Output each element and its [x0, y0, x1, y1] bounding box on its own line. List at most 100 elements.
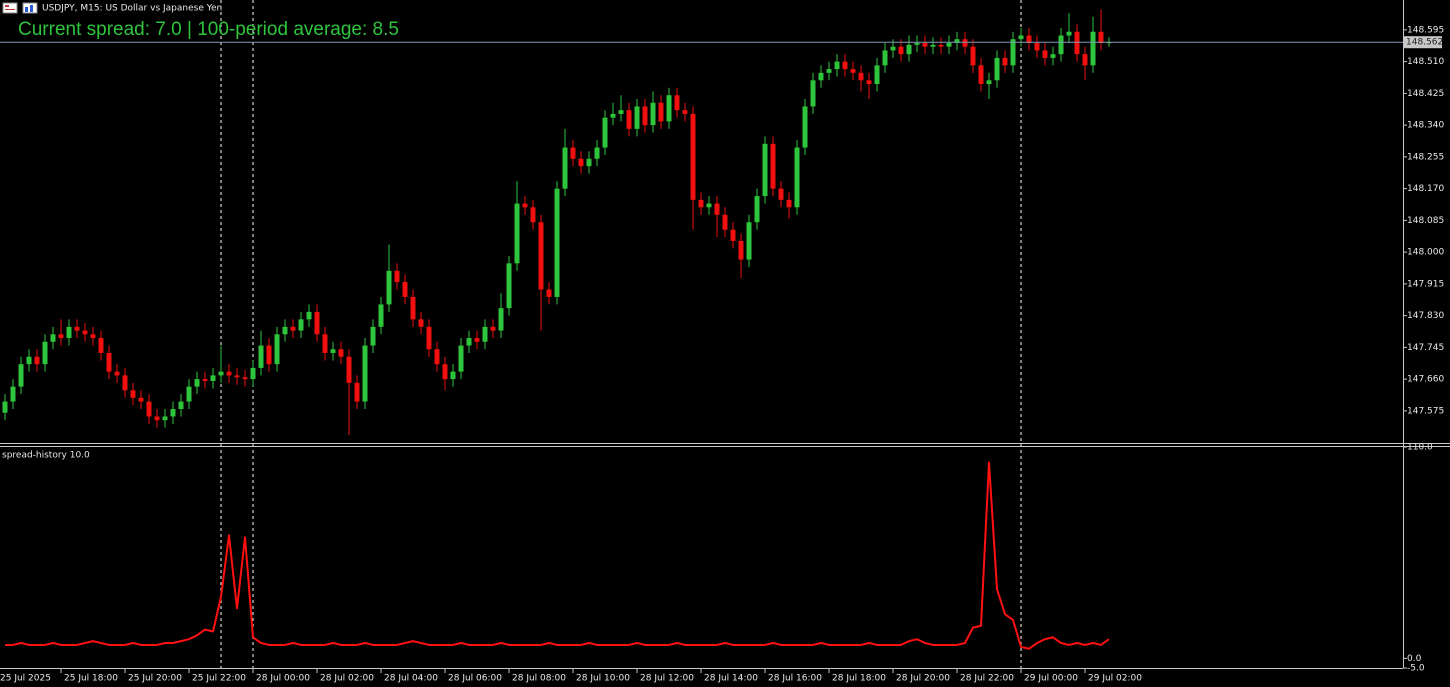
candle-body [194, 379, 200, 387]
candle-body [290, 326, 296, 331]
x-tick-label: 29 Jul 02:00 [1088, 674, 1142, 684]
candle-body [434, 349, 440, 365]
candle-body [650, 102, 656, 126]
candle-body [474, 338, 480, 342]
x-tick-label: 28 Jul 20:00 [896, 674, 950, 684]
last-price-label: 148.562 [1406, 38, 1443, 48]
candle-body [890, 46, 896, 51]
candle-body [818, 72, 824, 81]
symbol-icons [2, 2, 38, 14]
y-tick-label: 147.745 [1407, 343, 1444, 353]
x-tick-label: 28 Jul 16:00 [768, 674, 822, 684]
y-tick-label: 147.830 [1407, 311, 1444, 321]
candle-body [642, 106, 648, 126]
candle-body [938, 44, 944, 47]
y-tick-label: 148.170 [1407, 184, 1444, 194]
x-tick-label: 28 Jul 18:00 [832, 674, 886, 684]
x-tick-label: 28 Jul 12:00 [640, 674, 694, 684]
x-tick-label: 25 Jul 22:00 [192, 674, 246, 684]
candle-body [602, 117, 608, 148]
candle-body [370, 326, 376, 346]
candle-body [746, 222, 752, 260]
candle-body [874, 65, 880, 85]
candle-body [538, 222, 544, 290]
candle-body [386, 270, 392, 305]
candle-body [826, 69, 832, 73]
candle-body [130, 390, 136, 398]
x-tick-label: 25 Jul 20:00 [128, 674, 182, 684]
candle-body [162, 416, 168, 421]
x-tick-label: 25 Jul 2025 [0, 674, 51, 684]
x-tick-label: 28 Jul 22:00 [960, 674, 1014, 684]
candle-body [442, 364, 448, 380]
candle-body [986, 80, 992, 85]
candle-body [458, 345, 464, 372]
y-tick-label: 148.510 [1407, 57, 1444, 67]
candle-body [498, 308, 504, 331]
y-tick-label: 148.255 [1407, 152, 1444, 162]
y-tick-label: 147.915 [1407, 279, 1444, 289]
candle-body [1042, 50, 1048, 58]
candle-body [1010, 39, 1016, 66]
candle-body [834, 61, 840, 70]
candle-body [114, 371, 120, 376]
candle-body [706, 203, 712, 208]
candle-body [546, 289, 552, 297]
candle-body [970, 46, 976, 66]
y-tick-label: 148.425 [1407, 89, 1444, 99]
last-price-box [1404, 36, 1442, 49]
candle-body [346, 356, 352, 383]
candle-body [450, 371, 456, 380]
candle-body [282, 326, 288, 335]
candle-body [338, 349, 344, 357]
candle-body [690, 113, 696, 200]
candle-body [1098, 31, 1104, 43]
candle-body [122, 375, 128, 391]
candle-body [2, 401, 8, 413]
candle-body [42, 341, 48, 365]
y-tick-label: 148.595 [1407, 25, 1444, 35]
candle-body [18, 364, 24, 387]
y-tick-label: 148.340 [1407, 121, 1444, 131]
candle-body [626, 110, 632, 129]
x-tick-label: 28 Jul 00:00 [256, 674, 310, 684]
candle-body [946, 42, 952, 47]
candle-body [1058, 35, 1064, 55]
candle-body [1050, 54, 1056, 58]
candle-body [634, 106, 640, 129]
candle-body [66, 326, 72, 339]
candle-body [1090, 31, 1096, 66]
candle-body [506, 263, 512, 309]
candle-body [554, 188, 560, 297]
candle-body [482, 326, 488, 342]
x-tick-label: 28 Jul 02:00 [320, 674, 374, 684]
candle-body [106, 352, 112, 372]
candle-body [762, 143, 768, 197]
candle-body [234, 375, 240, 378]
candle-body [426, 326, 432, 350]
candle-body [722, 214, 728, 230]
y-tick-label: 110.0 [1407, 443, 1433, 453]
candle-body [930, 44, 936, 47]
candle-body [466, 338, 472, 346]
y-tick-label: 148.000 [1407, 248, 1444, 258]
y-tick-label: 147.660 [1407, 375, 1444, 385]
candle-body [1018, 35, 1024, 40]
candle-body [698, 199, 704, 208]
candle-body [90, 334, 96, 339]
x-tick-label: 25 Jul 18:00 [64, 674, 118, 684]
candle-body [1082, 54, 1088, 66]
candle-body [778, 188, 784, 200]
y-tick-label: 147.575 [1407, 406, 1444, 416]
candle-body [58, 334, 64, 339]
candle-body [306, 311, 312, 320]
candle-body [914, 42, 920, 45]
candle-body [978, 65, 984, 85]
candle-body [954, 39, 960, 43]
candle-body [674, 95, 680, 111]
candle-body [34, 356, 40, 365]
candle-body [682, 110, 688, 114]
